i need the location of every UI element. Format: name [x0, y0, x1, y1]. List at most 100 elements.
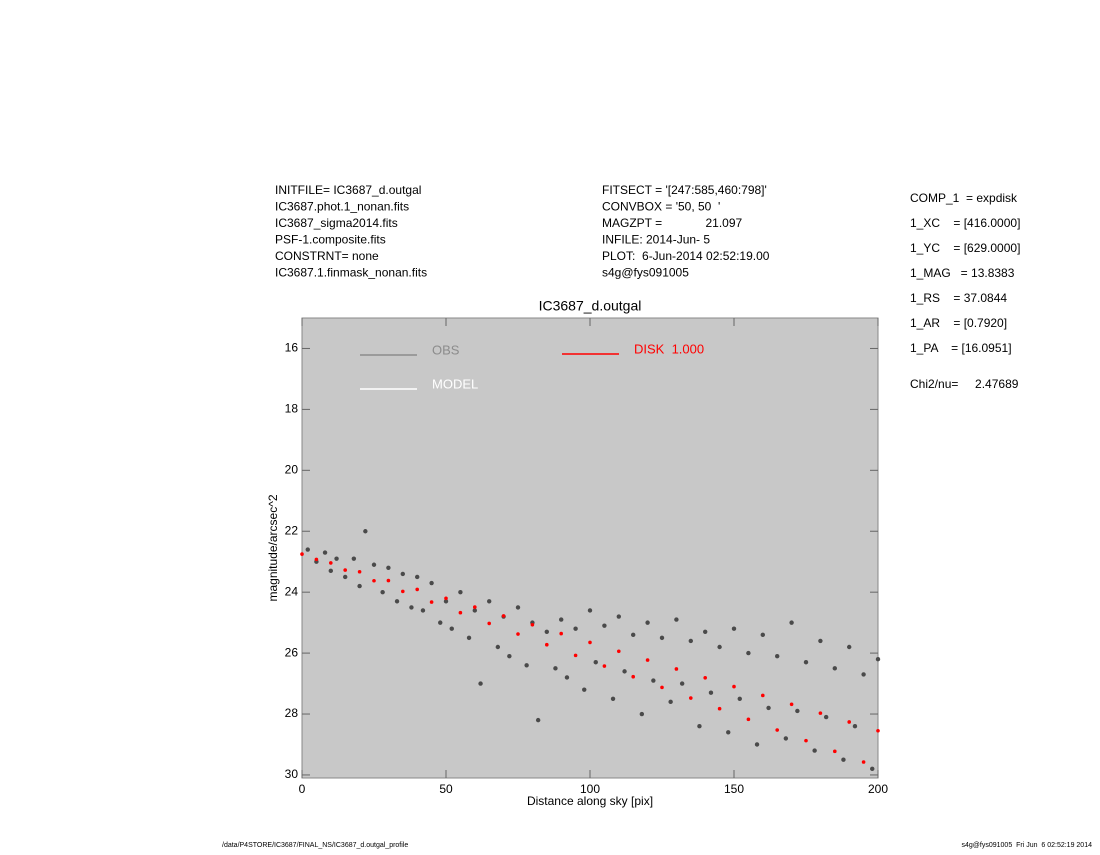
point [812, 748, 817, 753]
point [679, 681, 685, 686]
point [717, 706, 722, 711]
y-tick-label: 30 [285, 767, 299, 781]
y-tick-label: 28 [285, 706, 299, 720]
point [458, 610, 463, 615]
point [314, 557, 319, 562]
point [371, 562, 377, 567]
point [717, 644, 722, 650]
point [703, 675, 707, 680]
plot-area [301, 317, 879, 779]
point [775, 728, 779, 732]
point [847, 720, 851, 724]
point [737, 696, 742, 701]
header-line: FITSECT = '[247:585,460:798]' [602, 183, 767, 197]
point [631, 632, 636, 638]
header-line: CONVBOX = '50, 50 ' [602, 200, 720, 214]
chart-title: IC3687_d.outgal [539, 298, 642, 314]
point [674, 617, 679, 622]
point [761, 693, 765, 698]
point [401, 589, 405, 594]
point [386, 565, 391, 571]
point [329, 561, 333, 565]
point [783, 736, 789, 741]
point [507, 653, 512, 659]
header-line: 1_MAG = 13.8383 [910, 266, 1015, 280]
point [645, 620, 650, 625]
point [833, 749, 837, 754]
point [458, 589, 463, 595]
point [328, 568, 333, 574]
point [841, 757, 846, 762]
header-line: INFILE: 2014-Jun- 5 [602, 233, 710, 247]
point [524, 663, 529, 668]
point [495, 644, 501, 650]
header-line: CONSTRNT= none [275, 249, 379, 263]
y-tick-label: 16 [285, 341, 299, 355]
point [876, 728, 880, 733]
point [588, 640, 592, 645]
x-tick-label: 200 [868, 782, 888, 796]
point [487, 621, 492, 626]
point [516, 632, 520, 636]
point [305, 547, 310, 552]
point [535, 717, 541, 723]
point [343, 574, 348, 580]
point [861, 760, 866, 764]
point [343, 568, 348, 572]
x-axis-label: Distance along sky [pix] [527, 794, 653, 808]
point [617, 649, 621, 654]
point [674, 667, 679, 671]
point [357, 569, 362, 574]
point [559, 617, 564, 622]
point [760, 632, 765, 638]
header-line: 1_XC = [416.0000] [910, 216, 1020, 230]
point [697, 724, 702, 729]
point [400, 571, 405, 577]
point [449, 626, 454, 631]
point [501, 614, 506, 618]
point [651, 678, 656, 683]
point [515, 605, 521, 610]
point [703, 629, 708, 634]
point [438, 620, 443, 625]
point [372, 578, 376, 583]
point [602, 664, 607, 668]
point [443, 599, 449, 604]
point [861, 672, 866, 677]
point [420, 608, 426, 613]
point [593, 660, 598, 665]
point [394, 599, 400, 604]
header-line: IC3687.phot.1_nonan.fits [275, 200, 409, 214]
footer-left: /data/P4STORE/IC3687/FINAL_NS/IC3687_d.o… [222, 842, 408, 849]
point [804, 738, 808, 743]
point [639, 711, 645, 717]
point [386, 578, 391, 583]
point [875, 656, 881, 662]
legend-label: DISK 1.000 [634, 341, 704, 356]
point [300, 552, 304, 556]
point [668, 699, 673, 705]
point [775, 653, 780, 659]
point [732, 684, 736, 689]
point [616, 614, 621, 619]
point [559, 631, 563, 636]
y-tick-label: 18 [285, 402, 299, 416]
point [429, 580, 434, 586]
point [746, 650, 751, 656]
point [444, 596, 448, 601]
point [766, 705, 771, 711]
point [322, 550, 328, 555]
point [823, 714, 829, 720]
point [832, 666, 837, 671]
point [553, 666, 558, 671]
point [334, 556, 339, 561]
point [795, 708, 800, 714]
point [746, 717, 751, 722]
point [847, 644, 852, 650]
point [487, 599, 492, 604]
point [754, 742, 760, 747]
point [818, 638, 823, 644]
point [530, 622, 535, 627]
point [415, 574, 420, 580]
point [789, 620, 794, 625]
